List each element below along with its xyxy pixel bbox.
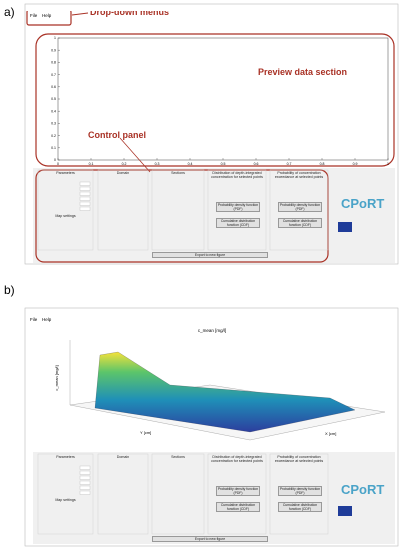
title-bar bbox=[26, 5, 397, 11]
menu-item[interactable]: Help bbox=[42, 13, 52, 18]
section-header: Distribution of depth-integrated concent… bbox=[211, 171, 263, 179]
button[interactable]: Cumulative distribution function (CDF) bbox=[278, 502, 322, 512]
section-box bbox=[269, 169, 329, 251]
logo: CPoRT bbox=[341, 482, 384, 497]
input-field bbox=[79, 465, 91, 470]
x-label: X [cm] bbox=[325, 431, 336, 436]
button[interactable]: Cumulative distribution function (CDF) bbox=[278, 218, 322, 228]
x-tick-label: 0.9 bbox=[353, 162, 358, 166]
surface bbox=[94, 351, 356, 433]
section-header: Parameters bbox=[56, 171, 75, 175]
x-tick-label: 0.8 bbox=[320, 162, 325, 166]
section-header: Sections bbox=[171, 455, 185, 459]
section-header: Domain bbox=[116, 455, 130, 459]
annotation: Preview data section bbox=[258, 67, 347, 77]
y-tick-label: 0.7 bbox=[51, 73, 56, 77]
export-button[interactable]: Export to new figure bbox=[152, 536, 268, 542]
y-tick-label: 0.1 bbox=[51, 146, 56, 150]
input-field bbox=[79, 480, 91, 485]
annotation: Control panel bbox=[88, 130, 146, 140]
y-tick-label: 0.6 bbox=[51, 85, 56, 89]
section-box bbox=[207, 169, 267, 251]
y-tick-label: 0.2 bbox=[51, 134, 56, 138]
input-field bbox=[79, 206, 91, 211]
y-tick-label: 0.4 bbox=[51, 109, 56, 113]
x-tick-label: 0.5 bbox=[221, 162, 226, 166]
button[interactable]: Probability density function (PDF) bbox=[278, 486, 322, 496]
section-box bbox=[151, 169, 205, 251]
title-bar bbox=[26, 309, 397, 315]
input-field bbox=[79, 475, 91, 480]
input-field bbox=[79, 470, 91, 475]
panel-label: b) bbox=[4, 283, 15, 297]
control-area-a bbox=[33, 168, 395, 263]
z-label: c_mean [mg/l] bbox=[54, 365, 59, 390]
menu-item[interactable]: File bbox=[30, 13, 38, 18]
y-tick-label: 0.3 bbox=[51, 122, 56, 126]
preview-highlight bbox=[35, 33, 395, 167]
section-header: Distribution of depth-integrated concent… bbox=[211, 455, 263, 463]
section-header: Domain bbox=[116, 171, 130, 175]
menu-item[interactable]: Help bbox=[42, 317, 52, 322]
control-area-b bbox=[33, 452, 395, 544]
input-field bbox=[79, 201, 91, 206]
button[interactable]: Cumulative distribution function (CDF) bbox=[216, 218, 260, 228]
plot-title: c_mean [mg/l] bbox=[198, 328, 226, 333]
section-box bbox=[97, 169, 149, 251]
x-tick-label: 0.1 bbox=[89, 162, 94, 166]
map-settings: Map settings bbox=[55, 498, 76, 502]
export-button[interactable]: Export to new figure bbox=[152, 252, 268, 258]
button[interactable]: Probability density function (PDF) bbox=[216, 202, 260, 212]
button[interactable]: Probability density function (PDF) bbox=[278, 202, 322, 212]
x-tick-label: 0 bbox=[57, 162, 59, 166]
y-tick-label: 0 bbox=[54, 158, 56, 162]
x-tick-label: 0.2 bbox=[122, 162, 127, 166]
arrow bbox=[71, 12, 89, 16]
section-header: Sections bbox=[171, 171, 185, 175]
section-header: Parameters bbox=[56, 455, 75, 459]
preview-axes-a bbox=[57, 37, 389, 161]
input-field bbox=[79, 181, 91, 186]
section-box bbox=[37, 453, 94, 535]
y-tick-label: 1 bbox=[54, 36, 56, 40]
section-header: Probability of concentration exceedance … bbox=[274, 455, 324, 463]
input-field bbox=[79, 186, 91, 191]
input-field bbox=[79, 196, 91, 201]
button[interactable]: Cumulative distribution function (CDF) bbox=[216, 502, 260, 512]
menu-item[interactable]: File bbox=[30, 317, 38, 322]
arrow bbox=[119, 137, 151, 173]
x-tick-label: 1 bbox=[387, 162, 389, 166]
panel-label: a) bbox=[4, 5, 15, 19]
x-tick-label: 0.6 bbox=[254, 162, 259, 166]
y-tick-label: 0.5 bbox=[51, 97, 56, 101]
section-box bbox=[207, 453, 267, 535]
section-box bbox=[151, 453, 205, 535]
section-box bbox=[269, 453, 329, 535]
input-field bbox=[79, 490, 91, 495]
section-header: Probability of concentration exceedance … bbox=[274, 171, 324, 179]
input-field bbox=[79, 191, 91, 196]
x-tick-label: 0.3 bbox=[155, 162, 160, 166]
logo: CPoRT bbox=[341, 196, 384, 211]
button[interactable]: Probability density function (PDF) bbox=[216, 486, 260, 496]
map-settings: Map settings bbox=[55, 214, 76, 218]
x-tick-label: 0.4 bbox=[188, 162, 193, 166]
input-field bbox=[79, 485, 91, 490]
section-box bbox=[37, 169, 94, 251]
y-tick-label: 0.9 bbox=[51, 48, 56, 52]
section-box bbox=[97, 453, 149, 535]
annotation: Drop-down menus bbox=[90, 7, 169, 17]
eu-flag bbox=[338, 222, 352, 232]
y-tick-label: 0.8 bbox=[51, 61, 56, 65]
y-label: Y [cm] bbox=[140, 430, 151, 435]
x-tick-label: 0.7 bbox=[287, 162, 292, 166]
eu-flag bbox=[338, 506, 352, 516]
